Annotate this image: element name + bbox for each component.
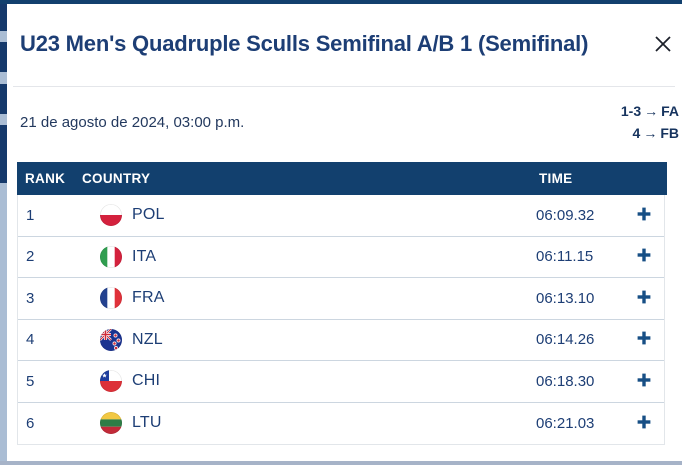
flag-fra-icon	[100, 287, 122, 310]
table-body: 1 POL 06:09.32 2 ITA 06:11.15	[18, 195, 664, 444]
expand-button[interactable]	[634, 204, 654, 227]
progression-rule: 1-3 → FA	[621, 100, 679, 122]
plus-icon	[636, 206, 652, 225]
results-modal: U23 Men's Quadruple Sculls Semifinal A/B…	[7, 0, 682, 445]
table-row: 3 FRA 06:13.10	[18, 278, 664, 320]
country-code: FRA	[132, 289, 165, 307]
country-cell: CHI	[83, 370, 536, 393]
table-row: 1 POL 06:09.32	[18, 195, 664, 237]
country-cell: LTU	[83, 412, 536, 435]
left-edge-decoration	[0, 4, 7, 461]
table-row: 5 CHI 06:18.30	[18, 361, 664, 403]
rank-cell: 5	[26, 372, 35, 390]
header-time: TIME	[539, 171, 573, 186]
progression-destination: FB	[660, 125, 679, 141]
plus-icon	[636, 247, 652, 266]
plus-icon	[636, 414, 652, 433]
expand-cell	[624, 328, 664, 351]
table-row: 6 LTU 06:21.03	[18, 402, 664, 444]
table-row: 4 NZL 06:14.26	[18, 319, 664, 361]
close-icon	[653, 34, 673, 57]
time-cell: 06:21.03	[536, 414, 595, 432]
progression-rule: 4 → FB	[621, 122, 679, 144]
country-cell: FRA	[83, 287, 536, 310]
arrow-right-icon: →	[644, 103, 659, 119]
plus-icon	[636, 372, 652, 391]
expand-cell	[624, 412, 664, 435]
plus-icon	[636, 330, 652, 349]
expand-cell	[624, 287, 664, 310]
results-table: RANK COUNTRY TIME 1 POL 06:09.32 2	[17, 162, 667, 445]
table-header: RANK COUNTRY TIME	[17, 162, 667, 195]
country-code: ITA	[132, 247, 157, 265]
flag-chi-icon	[100, 370, 122, 393]
expand-button[interactable]	[634, 245, 654, 268]
expand-button[interactable]	[634, 370, 654, 393]
rank-cell: 4	[26, 331, 35, 349]
progression-places: 4	[632, 125, 641, 141]
country-code: CHI	[132, 372, 161, 390]
country-code: POL	[132, 206, 165, 224]
expand-button[interactable]	[634, 287, 654, 310]
country-cell: NZL	[83, 328, 536, 351]
time-cell: 06:09.32	[536, 206, 595, 224]
expand-cell	[624, 370, 664, 393]
expand-cell	[624, 204, 664, 227]
flag-ita-icon	[100, 245, 122, 268]
top-accent-bar	[0, 0, 682, 4]
race-datetime: 21 de agosto de 2024, 03:00 p.m.	[20, 113, 245, 131]
header-rank: RANK	[25, 171, 66, 186]
plus-icon	[636, 289, 652, 308]
time-cell: 06:11.15	[536, 248, 594, 266]
arrow-right-icon: →	[643, 125, 658, 141]
race-info-row: 21 de agosto de 2024, 03:00 p.m. 1-3 → FA …	[7, 99, 682, 145]
rank-cell: 3	[26, 289, 35, 307]
time-cell: 06:14.26	[536, 331, 595, 349]
divider	[13, 86, 675, 87]
progression-rules: 1-3 → FA 4 → FB	[621, 100, 679, 144]
rank-cell: 6	[26, 414, 35, 432]
header-country: COUNTRY	[82, 171, 151, 186]
country-code: NZL	[132, 330, 163, 348]
country-code: LTU	[132, 414, 162, 432]
country-cell: ITA	[83, 245, 536, 268]
modal-header: U23 Men's Quadruple Sculls Semifinal A/B…	[7, 4, 682, 57]
bottom-edge-decoration	[0, 461, 682, 465]
rank-cell: 2	[26, 248, 35, 266]
expand-cell	[624, 245, 664, 268]
flag-pol-icon	[100, 204, 122, 227]
rank-cell: 1	[26, 206, 35, 224]
progression-places: 1-3	[620, 103, 642, 119]
table-row: 2 ITA 06:11.15	[18, 236, 664, 278]
progression-destination: FA	[661, 103, 679, 119]
time-cell: 06:13.10	[536, 289, 595, 307]
flag-nzl-icon	[100, 328, 122, 351]
expand-button[interactable]	[634, 328, 654, 351]
time-cell: 06:18.30	[536, 372, 595, 390]
country-cell: POL	[83, 204, 536, 227]
expand-button[interactable]	[634, 412, 654, 435]
close-button[interactable]	[652, 34, 674, 56]
flag-ltu-icon	[100, 412, 122, 435]
modal-title: U23 Men's Quadruple Sculls Semifinal A/B…	[20, 31, 589, 56]
